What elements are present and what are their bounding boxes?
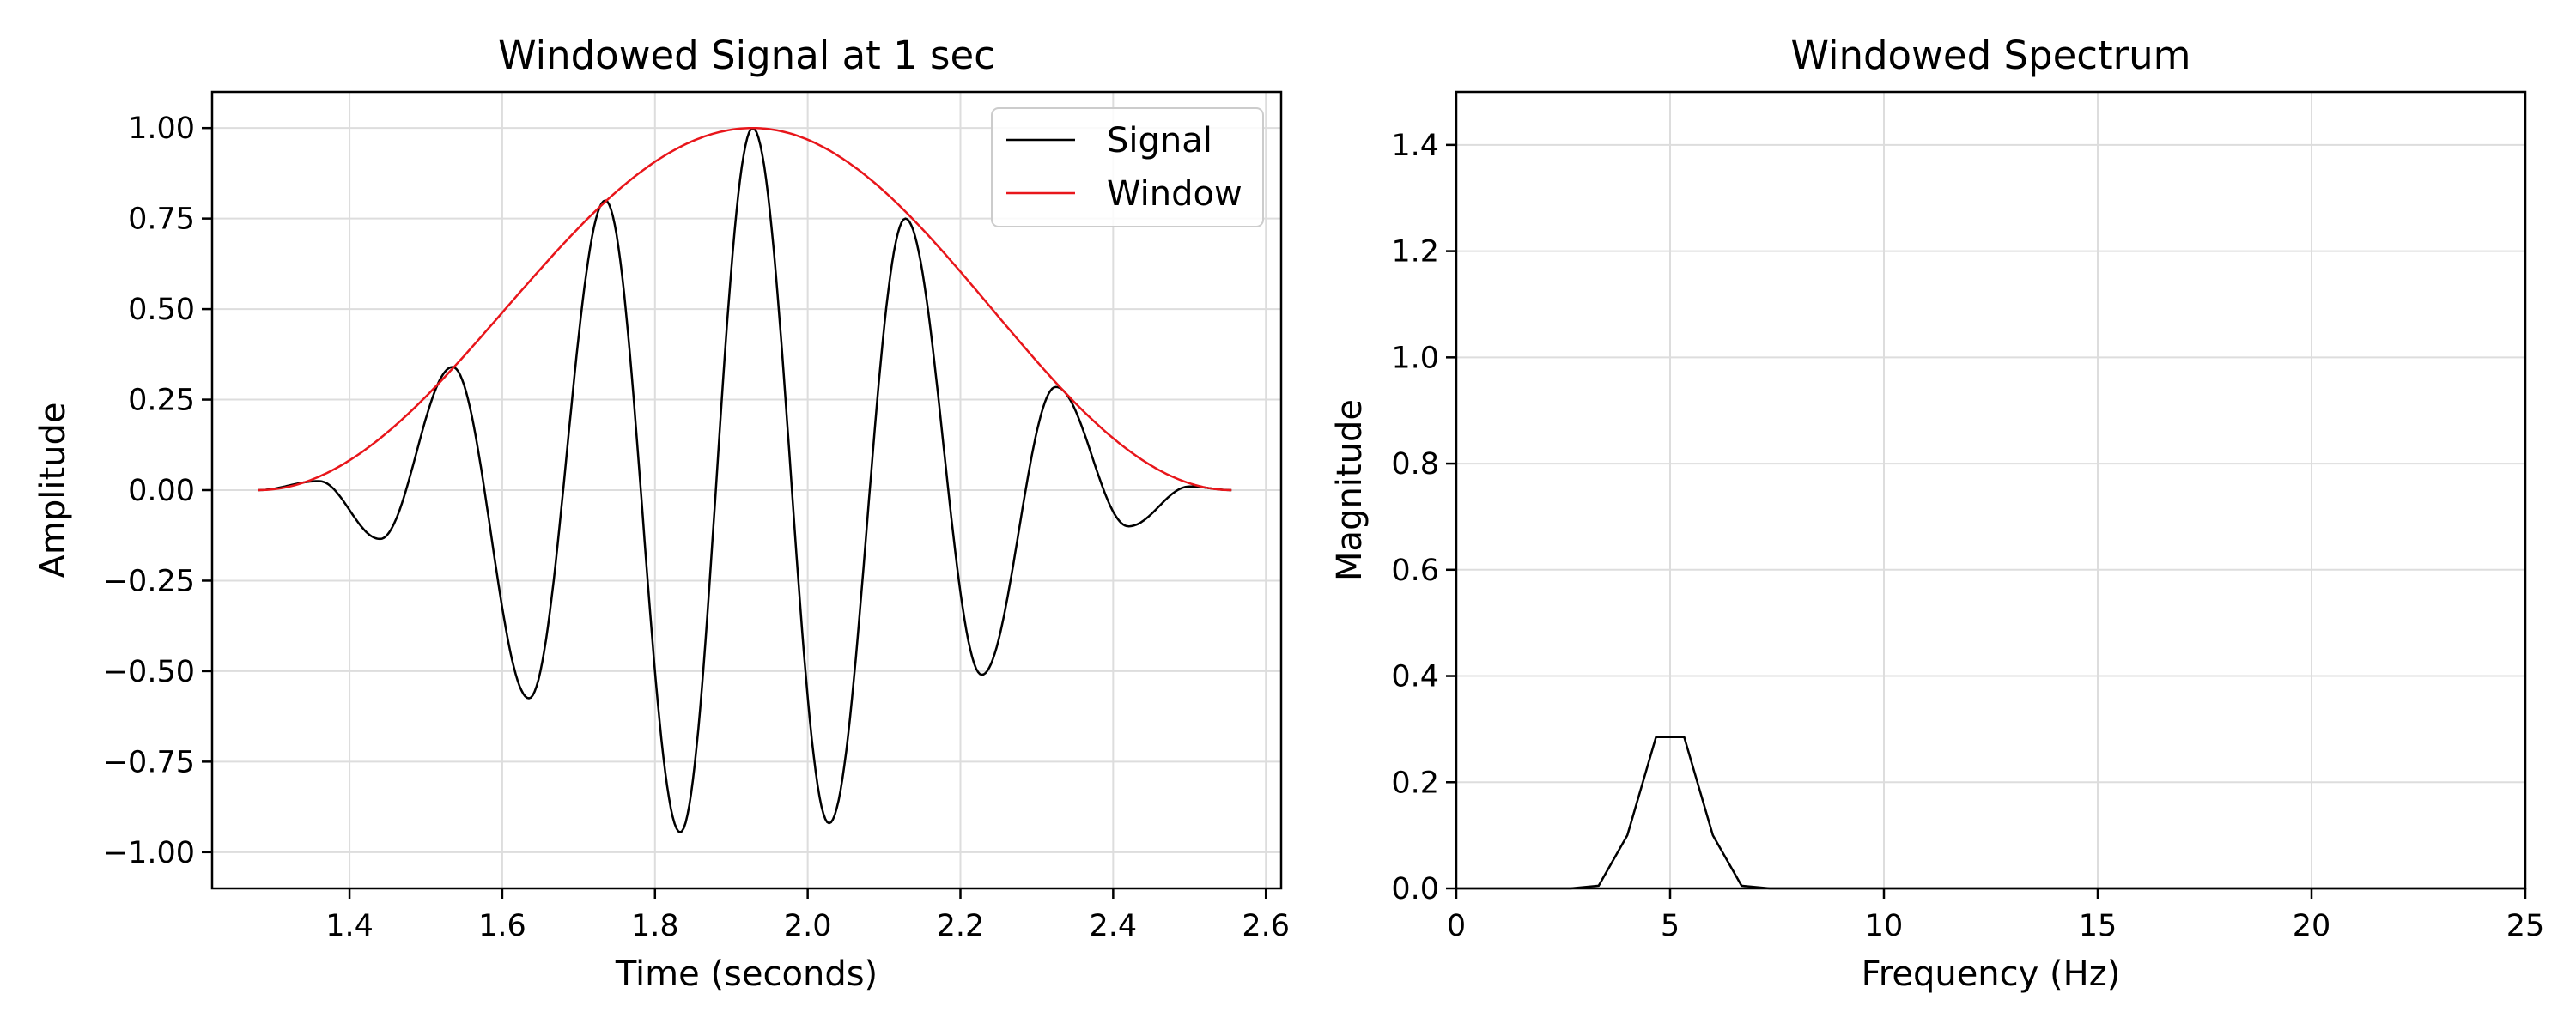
signal-y-tick-label: −0.25 [103, 564, 195, 598]
signal-series [258, 126, 1232, 833]
signal-y-tick-label: 0.25 [128, 384, 195, 418]
spectrum-y-tick-label: 1.2 [1391, 235, 1439, 270]
spectrum-plot-frame [1455, 90, 2527, 890]
spectrum-y-axis-label: Magnitude [1330, 399, 1370, 581]
signal-y-tick-label: 0.00 [128, 474, 195, 508]
spectrum-x-tick-label: 25 [2506, 909, 2545, 943]
spectrum-x-tick-label: 20 [2293, 909, 2331, 943]
signal-plot: 1.4 1.6 1.8 2.0 2.2 2.4 2.6 −1.00 −0.75 −0.50 −0.2… [33, 33, 1290, 994]
legend: Signal Window [991, 107, 1264, 227]
signal-y-tick-label: 0.75 [128, 203, 195, 237]
signal-x-tick-label: 2.2 [937, 909, 985, 943]
signal-y-tick-label: 1.00 [128, 112, 195, 146]
spectrum-y-tick-label: 1.0 [1391, 341, 1439, 375]
spectrum-x-tick-label: 10 [1865, 909, 1904, 943]
signal-plot-title: Windowed Signal at 1 sec [498, 33, 995, 78]
spectrum-x-tick-label: 0 [1447, 909, 1466, 943]
signal-x-tick-label: 1.8 [631, 909, 679, 943]
spectrum-y-tick-label: 1.4 [1391, 129, 1439, 163]
signal-x-tick-label: 2.0 [784, 909, 832, 943]
signal-x-tick-label: 2.6 [1242, 909, 1290, 943]
spectrum-y-tick-label: 0.2 [1391, 766, 1439, 800]
spectrum-plot-title: Windowed Spectrum [1790, 33, 2190, 78]
signal-y-tick-label: −0.50 [103, 655, 195, 689]
signal-y-tick-label: −0.75 [103, 745, 195, 779]
signal-y-tick-label: −1.00 [103, 836, 195, 870]
signal-y-tick-label: 0.50 [128, 293, 195, 327]
spectrum-x-axis-label: Frequency (Hz) [1862, 954, 2121, 994]
signal-x-axis-label: Time (seconds) [615, 954, 878, 994]
spectrum-x-tick-label: 15 [2079, 909, 2117, 943]
spectrum-y-tick-label: 0.4 [1391, 660, 1439, 694]
legend-window-label: Window [1107, 174, 1242, 214]
spectrum-x-tick-label: 5 [1661, 909, 1680, 943]
signal-series-window [258, 126, 1232, 492]
legend-box [991, 107, 1264, 227]
spectrum-y-tick-label: 0.0 [1391, 872, 1439, 906]
signal-ticks: 1.4 1.6 1.8 2.0 2.2 2.4 2.6 −1.00 −0.75 −0.50 −0.2… [103, 112, 1290, 943]
legend-signal-label: Signal [1107, 121, 1212, 161]
signal-y-axis-label: Amplitude [33, 403, 73, 579]
signal-x-tick-label: 1.4 [325, 909, 374, 943]
signal-x-tick-label: 1.6 [478, 909, 526, 943]
spectrum-y-tick-label: 0.8 [1391, 447, 1439, 482]
spectrum-y-tick-label: 0.6 [1391, 554, 1439, 588]
spectrum-ticks: 0 5 10 15 20 25 0.0 0.2 0.4 0.6 0.8 1.0 1.2 1.4 [1391, 129, 2544, 943]
spectrum-plot: 0 5 10 15 20 25 0.0 0.2 0.4 0.6 0.8 1.0 1.2 1.4 Windo… [1330, 33, 2544, 994]
signal-x-tick-label: 2.4 [1090, 909, 1138, 943]
